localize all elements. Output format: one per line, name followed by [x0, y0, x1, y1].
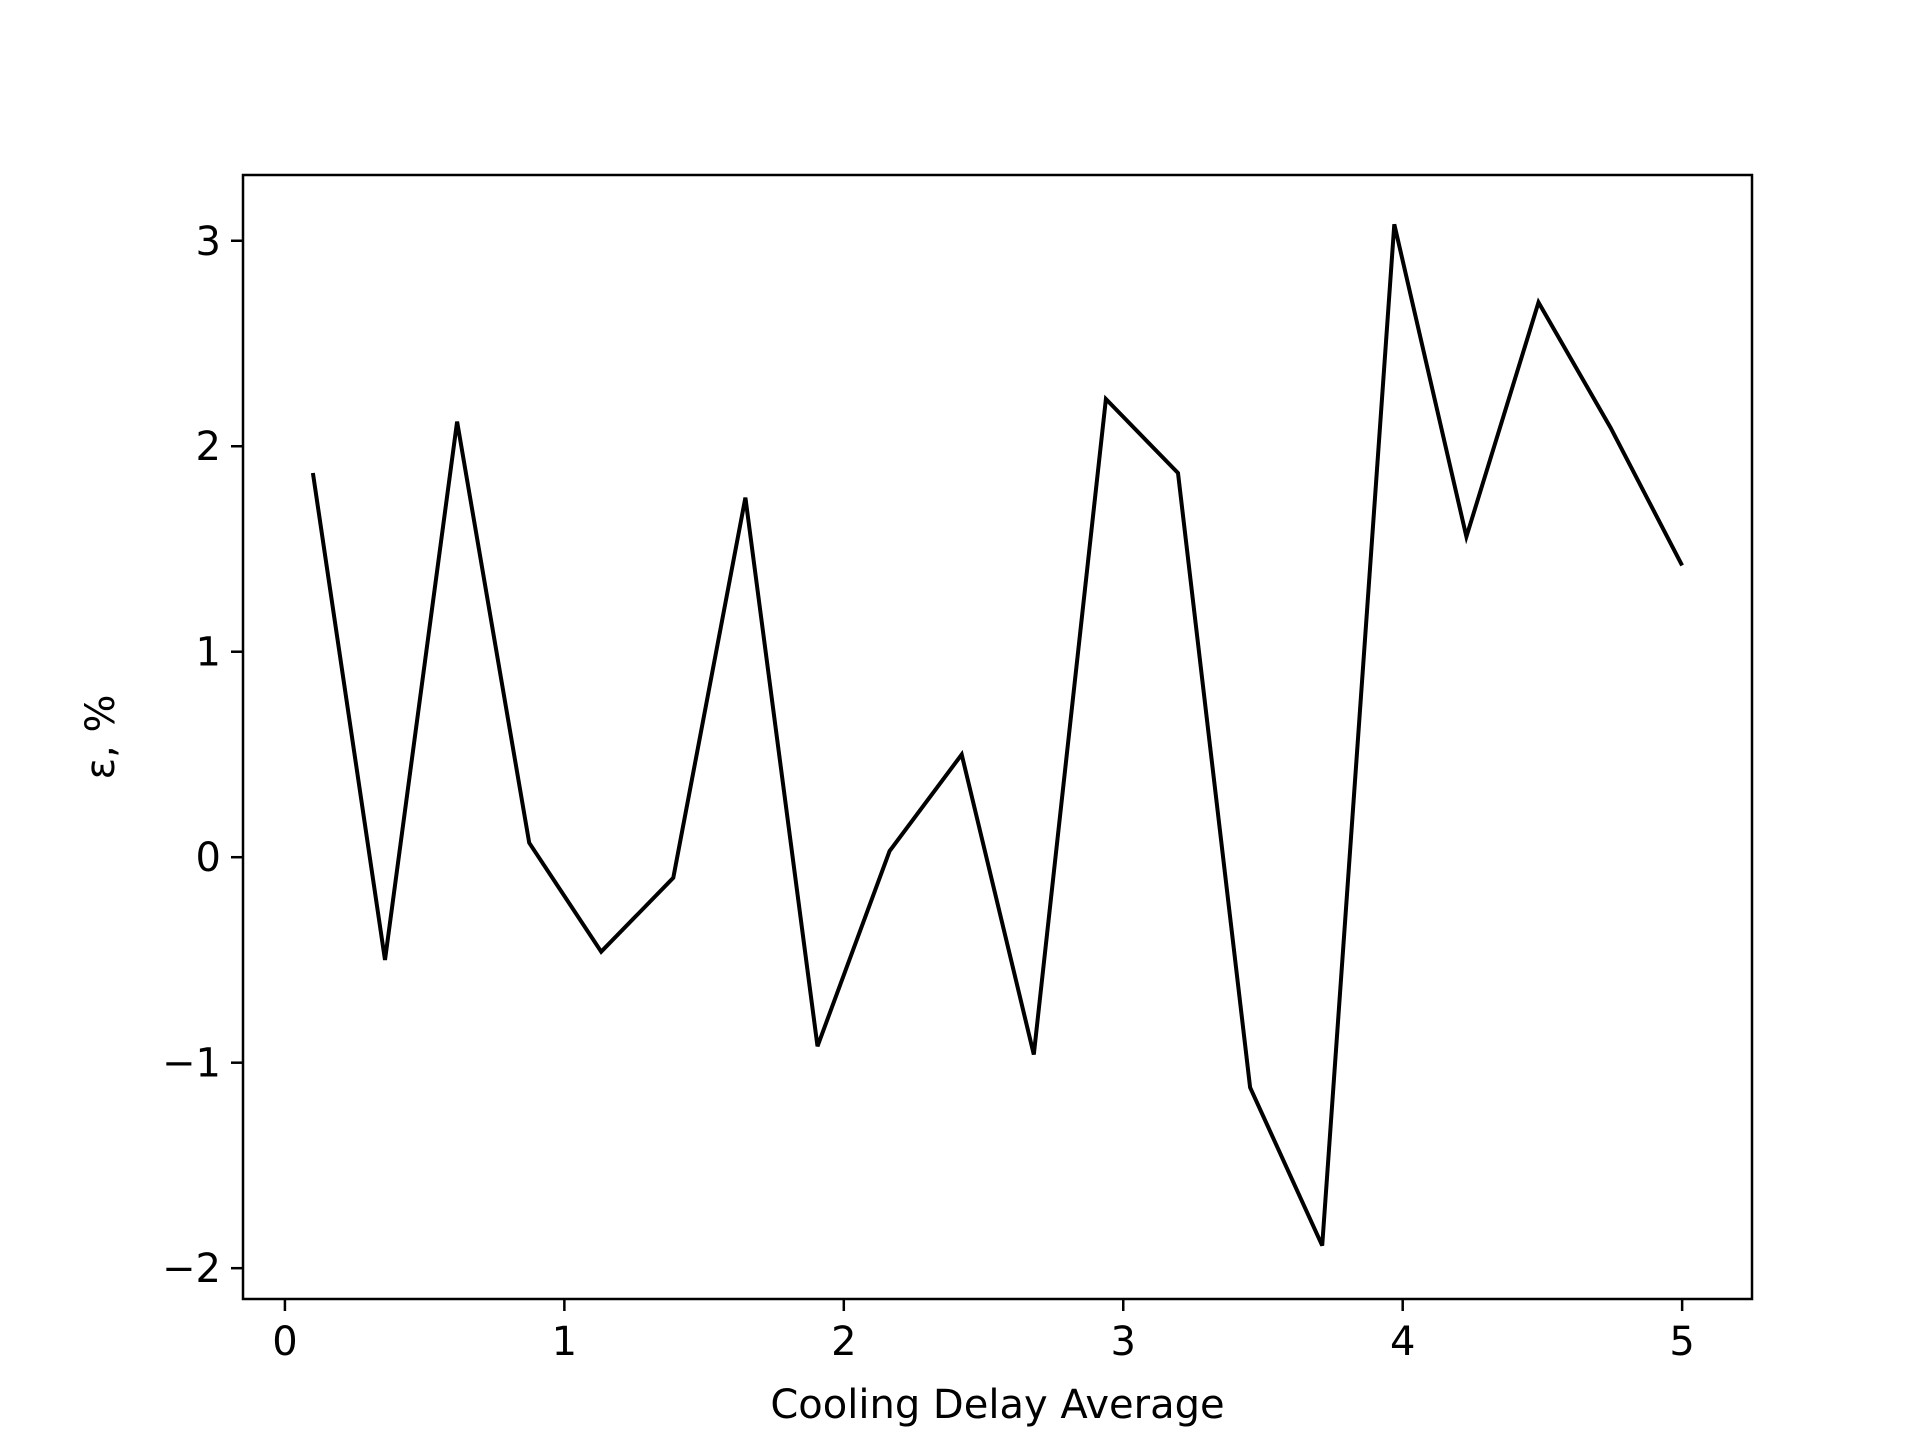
- y-tick-label: −2: [162, 1246, 221, 1292]
- y-tick-label: 0: [196, 835, 221, 881]
- series-line: [310, 223, 1684, 1247]
- series-layer: [310, 223, 1684, 1247]
- x-tick-label: 1: [552, 1319, 577, 1365]
- y-tick-label: 2: [196, 424, 221, 470]
- x-tick-label: 5: [1669, 1319, 1694, 1365]
- y-tick-label: −1: [162, 1041, 221, 1087]
- x-tick-label: 4: [1390, 1319, 1415, 1365]
- y-tick-label: 3: [196, 219, 221, 265]
- x-axis-ticks: 0 1 2 3 4 5: [272, 1299, 1695, 1365]
- y-axis-label: ε, %: [78, 694, 124, 779]
- y-axis-ticks: −2 −1 0 1 2 3: [162, 219, 243, 1292]
- x-axis-label: Cooling Delay Average: [770, 1382, 1224, 1428]
- y-tick-label: 1: [196, 630, 221, 676]
- x-tick-label: 2: [831, 1319, 856, 1365]
- plot-area-frame: [241, 173, 1754, 1301]
- x-tick-label: 3: [1111, 1319, 1136, 1365]
- x-tick-label: 0: [272, 1319, 297, 1365]
